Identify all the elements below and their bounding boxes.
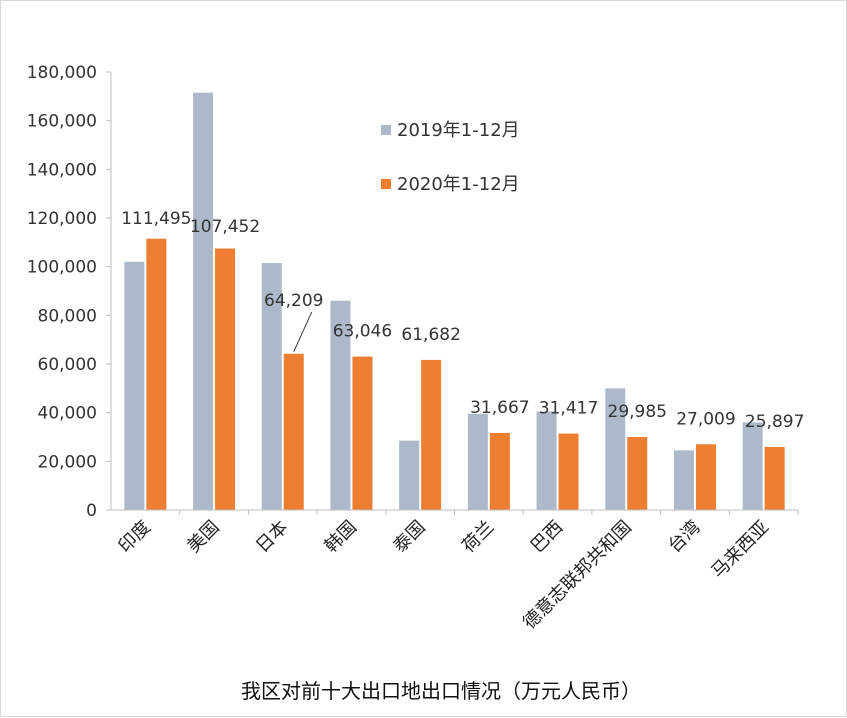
data-label-2020: 27,009 [676, 409, 735, 429]
data-label-2020: 31,417 [539, 399, 598, 419]
x-category-label: 韩国 [321, 517, 361, 557]
y-axis: 0 20,000 40,000 60,000 80,000 100,000 120,000 1… [27, 63, 112, 521]
bar-2019 [742, 422, 763, 510]
y-tick-label: 100,000 [27, 258, 97, 278]
y-tick-label: 160,000 [27, 112, 97, 132]
data-label-2020: 111,495 [121, 209, 191, 229]
y-tick-label: 120,000 [27, 209, 97, 229]
data-label-2020: 107,452 [190, 217, 260, 237]
bar-2020 [146, 238, 167, 510]
data-label-2020: 61,682 [401, 325, 460, 345]
legend-swatch [381, 125, 391, 135]
bar-2020 [489, 432, 510, 510]
x-category-label: 台湾 [664, 517, 704, 557]
data-label-2020: 29,985 [608, 402, 667, 422]
bar-2019 [467, 413, 488, 510]
data-label-2020: 31,667 [470, 398, 529, 418]
y-tick-label: 40,000 [38, 404, 97, 424]
bar-2019 [330, 300, 351, 510]
legend-label: 2019年1-12月 [397, 120, 520, 141]
bar-2020 [421, 359, 442, 510]
x-category-label: 荷兰 [458, 517, 498, 557]
y-tick-label: 20,000 [38, 452, 97, 472]
y-tick-label: 80,000 [38, 306, 97, 326]
bar-2019 [536, 411, 557, 510]
chart-title: 我区对前十大出口地出口情况（万元人民币） [241, 679, 641, 703]
bar-2019 [261, 263, 282, 510]
data-label-2020: 64,209 [264, 291, 323, 311]
data-label-2020: 25,897 [745, 412, 804, 432]
bar-2019 [193, 92, 214, 510]
bar-2020 [695, 444, 716, 510]
bar-2019 [605, 388, 626, 510]
y-tick-label: 180,000 [27, 63, 97, 83]
bar-2020 [764, 446, 785, 510]
x-category-label: 美国 [183, 517, 223, 557]
data-label-leader-line [293, 311, 313, 352]
bar-2019 [399, 440, 420, 510]
bar-2020 [283, 353, 304, 510]
bar-2020 [558, 433, 579, 510]
y-tick-label: 60,000 [38, 355, 97, 375]
legend-swatch [381, 179, 391, 189]
bar-2019 [124, 261, 145, 510]
data-label-2020: 63,046 [333, 322, 392, 342]
y-tick-label: 0 [86, 501, 97, 521]
legend: 2019年1-12月 2020年1-12月 [381, 120, 520, 195]
x-category-label: 巴西 [527, 517, 567, 557]
x-category-label: 印度 [115, 517, 155, 557]
legend-label: 2020年1-12月 [397, 174, 520, 195]
bars [124, 92, 785, 511]
x-category-label: 马来西亚 [707, 517, 773, 583]
x-category-label: 泰国 [389, 517, 429, 557]
y-tick-label: 140,000 [27, 160, 97, 180]
x-category-label: 日本 [252, 517, 292, 557]
bar-2020 [352, 356, 373, 510]
bar-2020 [627, 437, 648, 510]
bar-2020 [215, 248, 236, 511]
bar-2019 [673, 450, 694, 510]
